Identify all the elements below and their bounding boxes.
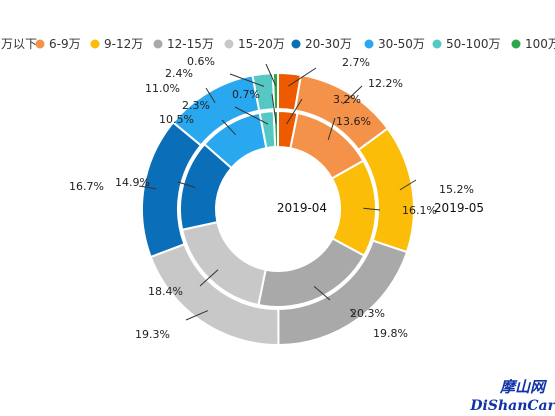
legend-marker[interactable] — [364, 39, 374, 49]
legend-marker[interactable] — [35, 39, 45, 49]
label-leader-line — [349, 308, 356, 316]
slice-value-label: 0.7% — [232, 88, 260, 101]
slice-value-label: 19.3% — [135, 328, 170, 341]
slice-value-label: 11.0% — [145, 82, 180, 95]
legend: 万以下 6-9万 9-12万 12-15万 15-20万 20-30万 30-50万 50-1… — [1, 37, 555, 51]
legend-label: 万以下 — [1, 37, 37, 51]
legend-marker[interactable] — [432, 39, 442, 49]
label-leader-line — [185, 310, 209, 321]
slice-value-label: 10.5% — [159, 113, 194, 126]
slice-value-label: 16.1% — [402, 204, 437, 217]
label-leader-line — [265, 63, 277, 86]
slice-value-label: 18.4% — [148, 285, 183, 298]
legend-label: 30-50万 — [378, 37, 425, 51]
label-leader-line — [327, 117, 336, 141]
slice-value-label: 13.6% — [336, 115, 371, 128]
label-leader-line — [229, 73, 265, 87]
legend-marker[interactable] — [224, 39, 234, 49]
label-leader-line — [271, 93, 277, 124]
watermark-line1: 摩山网 — [499, 378, 548, 396]
legend-label: 20-30万 — [305, 37, 352, 51]
legend-label: 100万 — [525, 37, 555, 51]
label-leader-line — [205, 87, 216, 104]
label-leader-line — [177, 181, 196, 188]
slice-value-label: 2.4% — [165, 67, 193, 80]
slice-value-label: 19.8% — [373, 327, 408, 340]
watermark: 摩山网 DiShanCar — [469, 378, 555, 414]
slice-value-label: 3.2% — [333, 93, 361, 106]
legend-marker[interactable] — [291, 39, 301, 49]
outer-series-name: 2019-05 — [434, 201, 484, 215]
label-leader-line — [221, 119, 237, 136]
slice-value-label: 2.7% — [342, 56, 370, 69]
label-leader-line — [342, 85, 363, 105]
slice-labels: 2.7%12.2%15.2%19.8%19.3%16.7%11.0%2.4%0.… — [69, 55, 474, 341]
legend-marker[interactable] — [511, 39, 521, 49]
slice-value-label: 12.2% — [368, 77, 403, 90]
outer-ring-2019-05 — [141, 71, 415, 347]
label-leader-line — [399, 179, 417, 191]
label-leader-line — [138, 185, 157, 190]
label-leader-line — [363, 207, 381, 211]
legend-label: 9-12万 — [104, 37, 143, 51]
legend-label: 12-15万 — [167, 37, 214, 51]
label-leader-line — [234, 106, 269, 125]
slice-value-label: 2.3% — [182, 99, 210, 112]
legend-marker[interactable] — [153, 39, 163, 49]
slice-value-label: 0.6% — [187, 55, 215, 68]
inner-ring-2019-04 — [179, 109, 377, 308]
label-leader-line — [286, 98, 303, 125]
slice-value-label: 14.9% — [115, 176, 150, 189]
legend-label: 50-100万 — [446, 37, 501, 51]
label-leader-line — [199, 269, 219, 287]
slice-value-label: 20.3% — [350, 307, 385, 320]
watermark-line2: DiShanCar — [469, 398, 555, 414]
legend-label: 15-20万 — [238, 37, 285, 51]
slice-value-label: 16.7% — [69, 180, 104, 193]
inner-series-name: 2019-04 — [277, 201, 327, 215]
donut-slice[interactable] — [272, 109, 279, 149]
legend-label: 6-9万 — [49, 37, 81, 51]
label-leader-line — [313, 286, 331, 301]
legend-marker[interactable] — [90, 39, 100, 49]
slice-value-label: 15.2% — [439, 183, 474, 196]
label-leader-line — [288, 67, 317, 87]
